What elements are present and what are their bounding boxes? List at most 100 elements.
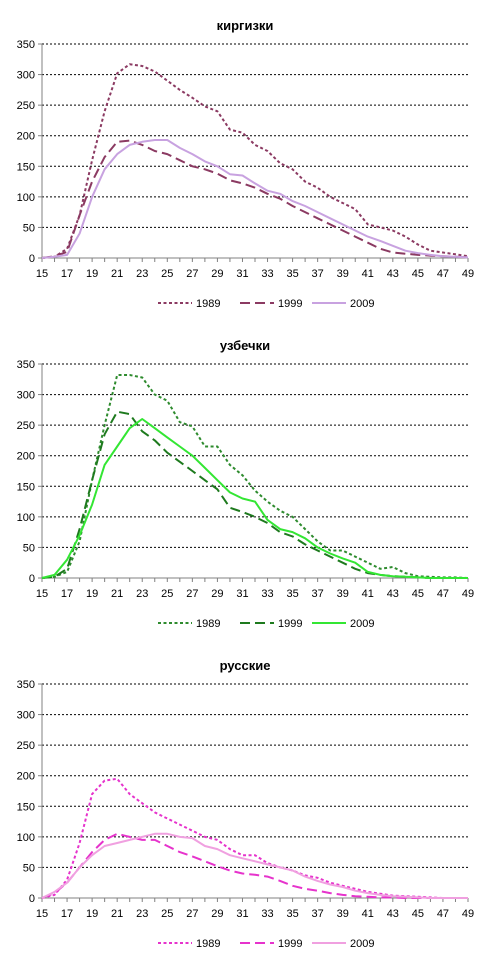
y-tick-label: 350 xyxy=(17,359,35,371)
x-tick-label: 45 xyxy=(412,588,424,600)
y-tick-label: 300 xyxy=(17,70,35,82)
x-tick-label: 21 xyxy=(111,268,123,280)
x-tick-label: 43 xyxy=(387,908,399,920)
y-tick-label: 100 xyxy=(17,512,35,524)
y-tick-label: 250 xyxy=(17,100,35,112)
x-tick-label: 35 xyxy=(286,588,298,600)
y-tick-label: 350 xyxy=(17,39,35,51)
y-tick-label: 150 xyxy=(17,801,35,813)
chart-1: киргизки 0 50 100 150 200 250 300 350 15 17 19 21 23 2… xyxy=(17,18,474,310)
y-tick-label: 100 xyxy=(17,832,35,844)
x-tick-label: 27 xyxy=(186,588,198,600)
x-tick-label: 19 xyxy=(86,268,98,280)
x-tick-label: 27 xyxy=(186,268,198,280)
x-tick-label: 37 xyxy=(312,268,324,280)
chart-2: узбечки 0 50 100 150 200 250 300 350 15 17 19 21 23 25… xyxy=(17,338,474,630)
x-tick-label: 29 xyxy=(211,588,223,600)
x-tick-label: 21 xyxy=(111,588,123,600)
x-tick-label: 31 xyxy=(236,908,248,920)
chart-title: русские xyxy=(220,658,271,673)
x-tick-label: 23 xyxy=(136,588,148,600)
x-tick-label: 35 xyxy=(286,908,298,920)
x-tick-label: 31 xyxy=(236,268,248,280)
x-tick-label: 49 xyxy=(462,588,474,600)
chart-3: русские 0 50 100 150 200 250 300 350 15 17 19 21 23 25… xyxy=(17,658,474,950)
y-tick-label: 0 xyxy=(29,253,35,265)
x-tick-label: 15 xyxy=(36,588,48,600)
x-tick-label: 17 xyxy=(61,588,73,600)
series-line-1999 xyxy=(41,410,468,579)
series-line-1989 xyxy=(41,63,469,259)
y-tick-label: 150 xyxy=(17,481,35,493)
series-line-2009 xyxy=(41,139,469,259)
x-tick-label: 29 xyxy=(211,268,223,280)
x-tick-label: 17 xyxy=(61,908,73,920)
x-tick-label: 49 xyxy=(462,268,474,280)
series-line-1989 xyxy=(41,374,469,579)
x-tick-label: 25 xyxy=(161,588,173,600)
x-tick-label: 19 xyxy=(86,908,98,920)
y-tick-label: 200 xyxy=(17,771,35,783)
x-tick-label: 37 xyxy=(312,908,324,920)
legend-label-1999: 1999 xyxy=(278,298,302,310)
x-tick-label: 47 xyxy=(437,908,449,920)
y-tick-label: 250 xyxy=(17,740,35,752)
x-tick-label: 41 xyxy=(362,268,374,280)
x-tick-label: 37 xyxy=(312,588,324,600)
chart-title: узбечки xyxy=(220,338,270,353)
x-tick-label: 19 xyxy=(86,588,98,600)
x-tick-label: 41 xyxy=(362,588,374,600)
legend-label-1989: 1989 xyxy=(196,938,220,950)
legend-label-2009: 2009 xyxy=(350,938,374,950)
legend-label-2009: 2009 xyxy=(350,618,374,630)
x-tick-label: 25 xyxy=(161,268,173,280)
x-tick-label: 27 xyxy=(186,908,198,920)
x-tick-label: 49 xyxy=(462,908,474,920)
legend-label-1989: 1989 xyxy=(196,618,220,630)
series-line-2009 xyxy=(41,418,468,579)
x-tick-label: 39 xyxy=(337,908,349,920)
x-tick-label: 25 xyxy=(161,908,173,920)
y-tick-label: 100 xyxy=(17,192,35,204)
x-tick-label: 31 xyxy=(236,588,248,600)
x-tick-label: 33 xyxy=(261,588,273,600)
y-tick-label: 50 xyxy=(23,222,35,234)
x-tick-label: 15 xyxy=(36,268,48,280)
y-tick-label: 200 xyxy=(17,451,35,463)
x-tick-label: 47 xyxy=(437,268,449,280)
y-tick-label: 350 xyxy=(17,679,35,691)
y-tick-label: 200 xyxy=(17,131,35,143)
legend-label-1999: 1999 xyxy=(278,618,302,630)
chart-title: киргизки xyxy=(217,18,274,33)
y-tick-label: 50 xyxy=(23,862,35,874)
x-tick-label: 21 xyxy=(111,908,123,920)
legend-label-1989: 1989 xyxy=(196,298,220,310)
y-tick-label: 0 xyxy=(29,573,35,585)
series-line-1999 xyxy=(41,832,468,899)
x-tick-label: 47 xyxy=(437,588,449,600)
x-tick-label: 39 xyxy=(337,588,349,600)
x-tick-label: 35 xyxy=(286,268,298,280)
legend-label-1999: 1999 xyxy=(278,938,302,950)
x-tick-label: 45 xyxy=(412,268,424,280)
x-tick-label: 29 xyxy=(211,908,223,920)
x-tick-label: 17 xyxy=(61,268,73,280)
x-tick-label: 23 xyxy=(136,908,148,920)
y-tick-label: 150 xyxy=(17,161,35,173)
x-tick-label: 41 xyxy=(362,908,374,920)
x-tick-label: 23 xyxy=(136,268,148,280)
y-tick-label: 0 xyxy=(29,893,35,905)
x-tick-label: 39 xyxy=(337,268,349,280)
y-tick-label: 300 xyxy=(17,710,35,722)
x-tick-label: 45 xyxy=(412,908,424,920)
series-line-1999 xyxy=(41,139,469,259)
x-tick-label: 43 xyxy=(387,588,399,600)
legend-label-2009: 2009 xyxy=(350,298,374,310)
y-tick-label: 250 xyxy=(17,420,35,432)
x-tick-label: 33 xyxy=(261,268,273,280)
x-tick-label: 33 xyxy=(261,908,273,920)
y-tick-label: 300 xyxy=(17,390,35,402)
y-tick-label: 50 xyxy=(23,542,35,554)
x-tick-label: 43 xyxy=(387,268,399,280)
